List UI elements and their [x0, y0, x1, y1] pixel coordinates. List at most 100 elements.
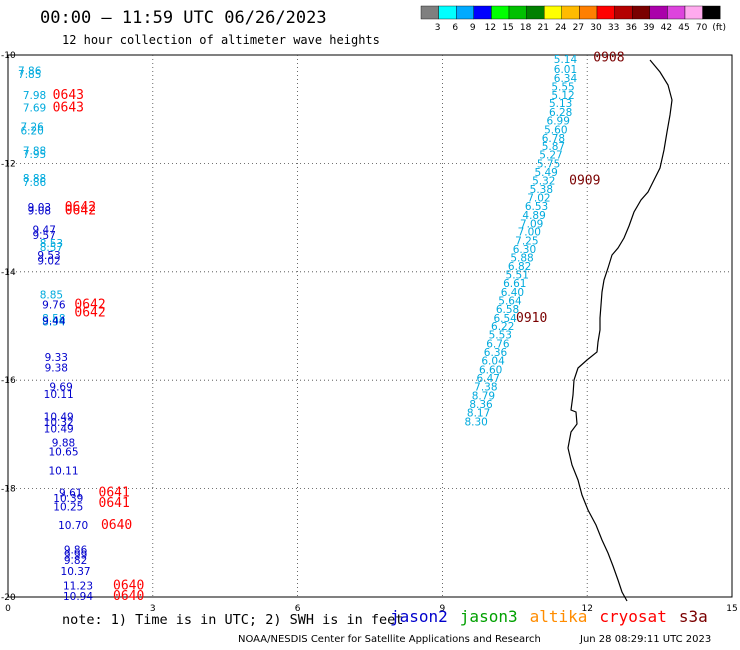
wave-height-label: 5.55 — [551, 81, 574, 93]
x-tick-label: 0 — [5, 604, 11, 614]
colorbar-swatch — [420, 5, 439, 20]
y-tick-label: -18 — [1, 485, 16, 495]
wave-height-label: 9.99 — [64, 550, 87, 562]
colorbar-swatch — [491, 5, 510, 20]
colorbar-label: 15 — [502, 23, 513, 33]
wave-height-label: 5.75 — [537, 158, 560, 170]
time-label: 0909 — [569, 174, 600, 189]
legend-s3a: s3a — [678, 607, 708, 626]
wave-height-label: 8.85 — [40, 290, 63, 302]
colorbar-label: 70 — [696, 23, 708, 33]
wave-height-label: 9.44 — [42, 316, 66, 328]
plot-frame — [7, 54, 733, 598]
wave-height-label: 10.11 — [48, 466, 78, 478]
wave-height-label: 4.89 — [522, 210, 545, 222]
legend-altika: altika — [529, 607, 588, 626]
wave-height-label: 8.58 — [42, 313, 65, 325]
x-tick-label: 15 — [726, 604, 737, 614]
wave-height-label: 9.61 — [59, 487, 82, 499]
time-label: 0640 — [101, 518, 132, 533]
wave-height-label: 5.27 — [539, 150, 562, 162]
footer-timestamp: Jun 28 08:29:11 UTC 2023 — [580, 634, 712, 645]
colorbar-label: 24 — [555, 23, 567, 33]
chart-subtitle: 12 hour collection of altimeter wave hei… — [62, 33, 380, 47]
wave-height-label: 6.28 — [549, 107, 572, 119]
colorbar-label: 9 — [470, 23, 476, 33]
y-tick-label: -16 — [1, 376, 16, 386]
wave-height-label: 5.32 — [532, 176, 555, 188]
colorbar-label: 45 — [678, 23, 689, 33]
wave-height-label: 10.32 — [44, 417, 74, 429]
colorbar-swatch — [649, 5, 668, 20]
colorbar-label: 27 — [573, 23, 584, 33]
wave-height-label: 5.53 — [489, 330, 512, 342]
time-label: 0908 — [593, 51, 624, 66]
axis-tick-labels: 0 3 6 9 12 15 -10 -12 -14 -16 -18 -20 — [1, 51, 738, 614]
y-tick-label: -14 — [1, 268, 16, 278]
colorbar-swatch — [508, 5, 527, 20]
wave-height-label: 9.03 — [28, 202, 51, 214]
colorbar-swatch — [561, 5, 580, 20]
colorbar-label: 42 — [661, 23, 672, 33]
legend-jason2: jason2 — [390, 607, 448, 626]
wave-height-label: 7.38 — [474, 382, 497, 394]
chart-title: 00:00 – 11:59 UTC 06/26/2023 — [40, 8, 327, 28]
wave-height-label: 7.25 — [515, 235, 538, 247]
colorbar-label: 39 — [643, 23, 655, 33]
x-tick-label: 3 — [150, 604, 156, 614]
colorbar-swatch — [579, 5, 598, 20]
time-label: 0643 — [53, 88, 84, 103]
wave-height-label: 6.22 — [491, 321, 514, 333]
colorbar-swatch — [596, 5, 615, 20]
time-label: 0910 — [516, 311, 547, 326]
wave-height-label: 6.60 — [479, 364, 502, 376]
wave-height-label: 6.47 — [477, 373, 500, 385]
data-layer: 5.146.016.345.555.125.136.286.995.606.78… — [18, 51, 625, 604]
wave-height-label: 5.12 — [551, 90, 574, 102]
colorbar-label: 36 — [625, 23, 637, 33]
colorbar-swatch — [684, 5, 703, 20]
wave-height-label: 6.61 — [503, 278, 526, 290]
wave-height-label: 9.38 — [45, 363, 68, 375]
wave-height-label: 8.36 — [469, 399, 493, 411]
wave-height-label: 6.30 — [513, 244, 536, 256]
wave-height-label: 7.26 — [20, 122, 44, 134]
colorbar-label: 18 — [520, 23, 532, 33]
wave-height-label: 9.82 — [64, 555, 87, 567]
footer-note: note: 1) Time is in UTC; 2) SWH is in fe… — [62, 612, 404, 628]
wave-height-label: 6.58 — [496, 304, 519, 316]
time-label: 0642 — [65, 200, 96, 215]
wave-height-label: 5.64 — [498, 296, 522, 308]
time-label: 0642 — [65, 204, 96, 219]
wave-height-label: 10.11 — [44, 389, 74, 401]
wave-height-label: 10.70 — [58, 520, 88, 532]
legend-jason3: jason3 — [459, 607, 518, 626]
wave-height-label: 7.98 — [23, 90, 46, 102]
colorbar-label: (ft) — [712, 23, 726, 33]
wave-height-label: 5.87 — [542, 141, 565, 153]
wave-height-label: 9.57 — [33, 230, 56, 242]
wave-height-label: 7.69 — [23, 103, 46, 115]
legend-cryosat: cryosat — [599, 607, 667, 626]
color-scale-bar: 3 6 9 12 15 18 21 24 27 30 33 36 39 42 45 70 (ft) — [420, 5, 726, 33]
wave-height-label: 11.23 — [63, 581, 93, 593]
colorbar-swatch — [473, 5, 492, 20]
colorbar-label: 12 — [485, 23, 496, 33]
wave-height-label: 10.37 — [61, 566, 91, 578]
wave-height-label: 6.82 — [508, 261, 531, 273]
time-label: 0640 — [113, 579, 144, 594]
wave-height-label: 10.49 — [44, 423, 74, 435]
wave-height-label: 8.30 — [464, 416, 487, 428]
wave-height-label: 5.60 — [544, 124, 567, 136]
wave-height-label: 6.01 — [554, 64, 577, 76]
wave-height-label: 6.53 — [525, 201, 548, 213]
wave-height-label: 9.02 — [37, 255, 60, 267]
wave-height-label: 8.88 — [23, 173, 46, 185]
coastline — [567, 59, 673, 602]
colorbar-label: 33 — [608, 23, 619, 33]
wave-height-label: 9.69 — [49, 382, 72, 394]
wave-height-label: 9.86 — [64, 544, 88, 556]
x-tick-label: 12 — [581, 604, 592, 614]
wave-height-label: 6.76 — [486, 338, 510, 350]
